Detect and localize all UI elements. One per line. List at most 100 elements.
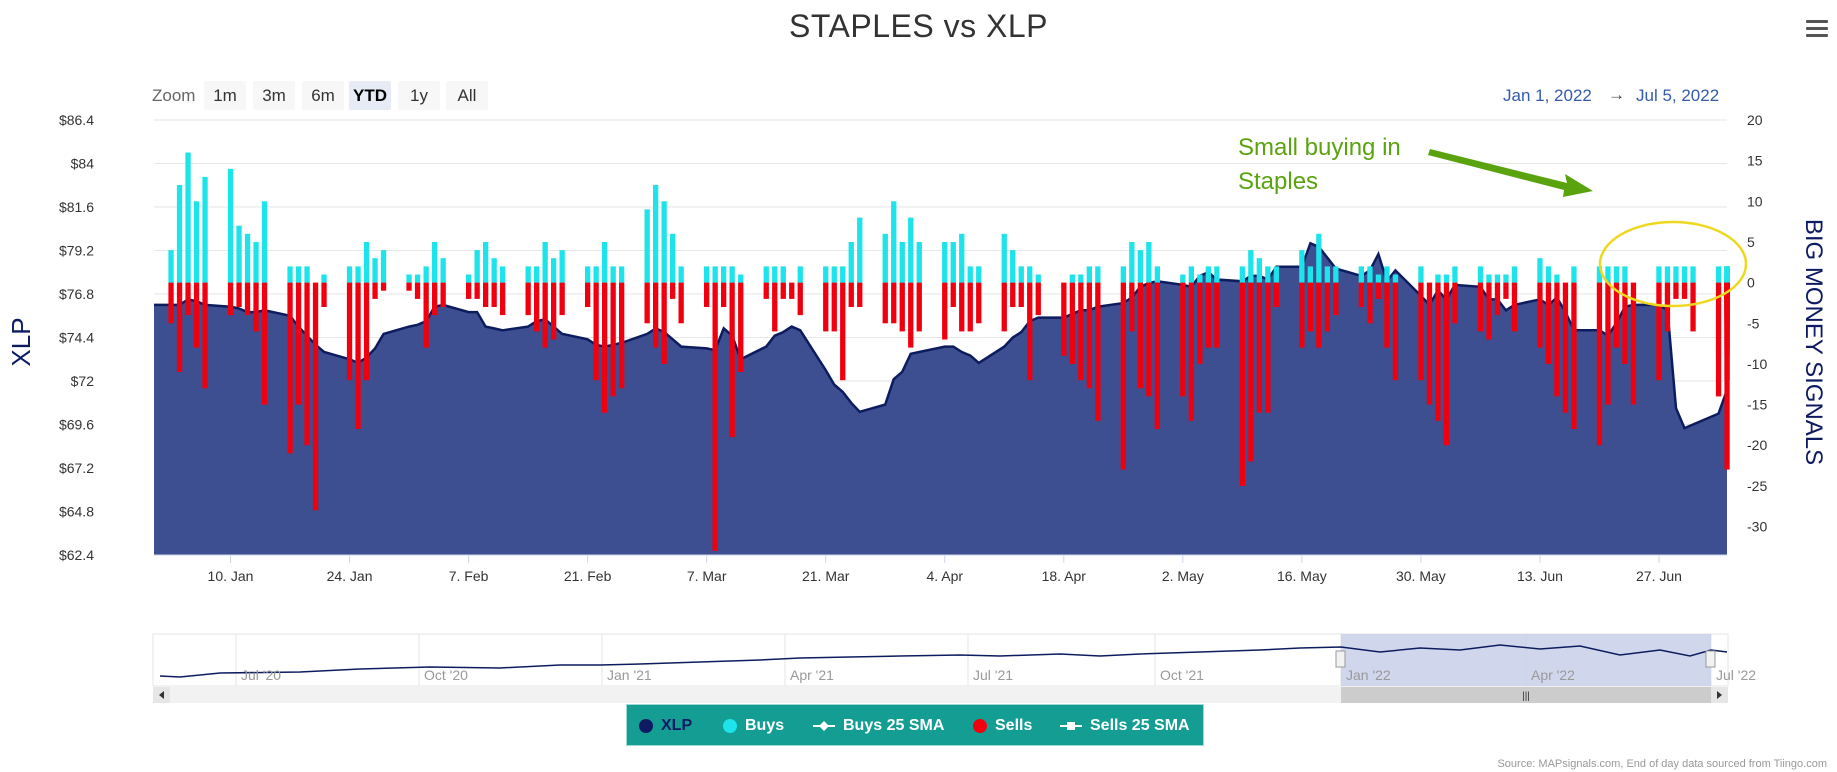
- buy-bar: [704, 266, 710, 283]
- annotation-line-1: Small buying in: [1238, 134, 1401, 161]
- sell-bar: [346, 282, 353, 381]
- navigator-label: Jul '21: [973, 667, 1013, 683]
- sell-bar: [1214, 282, 1220, 348]
- zoom-button-ytd[interactable]: YTD: [349, 81, 391, 110]
- buy-bar: [1129, 242, 1135, 283]
- sell-bar: [542, 282, 548, 348]
- buy-bar: [1188, 266, 1194, 283]
- sell-bar: [500, 282, 506, 316]
- navigator-label: Jul '22: [1716, 667, 1756, 683]
- range-arrow: →: [1608, 85, 1625, 104]
- sell-bar: [1715, 282, 1722, 397]
- menu-icon[interactable]: [1806, 20, 1828, 38]
- buy-bar: [661, 201, 667, 283]
- sell-bar: [704, 282, 710, 307]
- navigator[interactable]: Jul '20 Oct '20 Jan '21 Apr '21 Jul '21 Oct '…: [0, 630, 1837, 710]
- x-tick-label: 21. Feb: [564, 568, 612, 584]
- sell-bar: [1027, 282, 1033, 381]
- sell-bar: [610, 282, 616, 397]
- buy-bar: [950, 242, 956, 283]
- sell-bar: [1197, 282, 1203, 364]
- buy-bar: [193, 201, 200, 283]
- buy-bar: [882, 233, 888, 283]
- buy-bar: [551, 258, 557, 283]
- sell-bar: [1137, 282, 1143, 389]
- buy-bar: [772, 266, 778, 283]
- sell-bar: [1299, 282, 1305, 348]
- legend-item-xlp[interactable]: XLP: [639, 705, 692, 747]
- zoom-button-1m[interactable]: 1m: [204, 81, 246, 110]
- x-tick-label: 10. Jan: [208, 568, 254, 584]
- zoom-button-3m[interactable]: 3m: [253, 81, 295, 110]
- annotation-line-2: Staples: [1238, 168, 1318, 195]
- sell-bar: [593, 282, 599, 381]
- buy-bar: [440, 258, 446, 283]
- sell-bar: [967, 282, 973, 332]
- sell-bar: [244, 282, 251, 316]
- sell-bar: [551, 282, 557, 340]
- y-left-tick-label: $74.4: [59, 330, 94, 346]
- y-right-tick-label: 10: [1747, 193, 1763, 209]
- y-right-tick-label: -20: [1747, 437, 1767, 453]
- buy-bar: [1690, 266, 1696, 283]
- legend-item-sells[interactable]: Sells: [973, 705, 1032, 747]
- sell-bar: [185, 282, 191, 316]
- sell-bar: [678, 282, 684, 324]
- buy-bar: [346, 266, 353, 283]
- sell-bar: [1486, 282, 1492, 340]
- navigator-handle-right[interactable]: [1705, 650, 1716, 668]
- sell-bar: [1324, 282, 1330, 332]
- y-right-tick-label: -10: [1747, 356, 1767, 372]
- sell-bar: [721, 282, 727, 307]
- zoom-button-1y[interactable]: 1y: [398, 81, 440, 110]
- sell-bar: [950, 282, 956, 307]
- sell-bar: [1358, 282, 1364, 307]
- sell-bar: [891, 282, 897, 324]
- buy-bar: [1392, 274, 1399, 283]
- zoom-button-all[interactable]: All: [446, 81, 488, 110]
- buy-bar: [236, 225, 242, 283]
- navigator-handle-left[interactable]: [1335, 650, 1346, 668]
- buy-bar: [899, 242, 905, 283]
- source-credit: Source: MAPsignals.com, End of day data …: [1497, 758, 1827, 770]
- sell-bar: [848, 282, 854, 307]
- buy-bar: [1715, 266, 1722, 283]
- y-left-tick-label: $84: [71, 156, 95, 172]
- y-left-tick-label: $64.8: [59, 504, 94, 520]
- buy-bar: [967, 266, 973, 283]
- legend-item-sells-sma[interactable]: Sells 25 SMA: [1060, 705, 1190, 747]
- x-tick-label: 21. Mar: [802, 568, 850, 584]
- x-tick-label: 24. Jan: [327, 568, 373, 584]
- scrollbar-track[interactable]: [153, 687, 1728, 703]
- sell-bar: [1316, 282, 1322, 348]
- legend-item-buys-sma[interactable]: Buys 25 SMA: [813, 705, 944, 747]
- range-to-date[interactable]: Jul 5, 2022: [1636, 86, 1720, 105]
- sell-bar: [559, 282, 565, 316]
- y-left-tick-label: $69.6: [59, 417, 94, 433]
- scroll-left-arrow-icon: [159, 691, 164, 699]
- y-left-tick-label: $81.6: [59, 199, 94, 215]
- scrollbar-thumb[interactable]: [1341, 687, 1711, 703]
- sell-bar: [534, 282, 540, 332]
- navigator-label: Oct '21: [1160, 667, 1204, 683]
- scrollbar-grip: |||: [1522, 691, 1530, 702]
- buy-bar: [466, 274, 472, 283]
- buy-bar: [1435, 274, 1441, 283]
- zoom-button-6m[interactable]: 6m: [302, 81, 344, 110]
- sell-bar: [193, 282, 200, 348]
- y-right-tick-label: 20: [1747, 112, 1763, 128]
- range-from-date[interactable]: Jan 1, 2022: [1503, 86, 1592, 105]
- buy-bar: [1137, 250, 1143, 283]
- sell-bar: [780, 282, 786, 299]
- sell-bar: [423, 282, 429, 348]
- sell-bar: [772, 282, 778, 332]
- legend-item-buys[interactable]: Buys: [723, 705, 784, 747]
- y-right-tick-label: -30: [1747, 519, 1767, 535]
- buy-bar: [653, 185, 659, 283]
- y-axis-right: 20 15 10 5 0 -5 -10 -15 -20 -25 -30: [1747, 112, 1767, 535]
- buy-bar: [1596, 266, 1603, 283]
- sell-bar: [1307, 282, 1313, 332]
- sell-bar: [312, 282, 319, 511]
- buy-bar: [1494, 274, 1501, 283]
- sell-bar: [295, 282, 302, 405]
